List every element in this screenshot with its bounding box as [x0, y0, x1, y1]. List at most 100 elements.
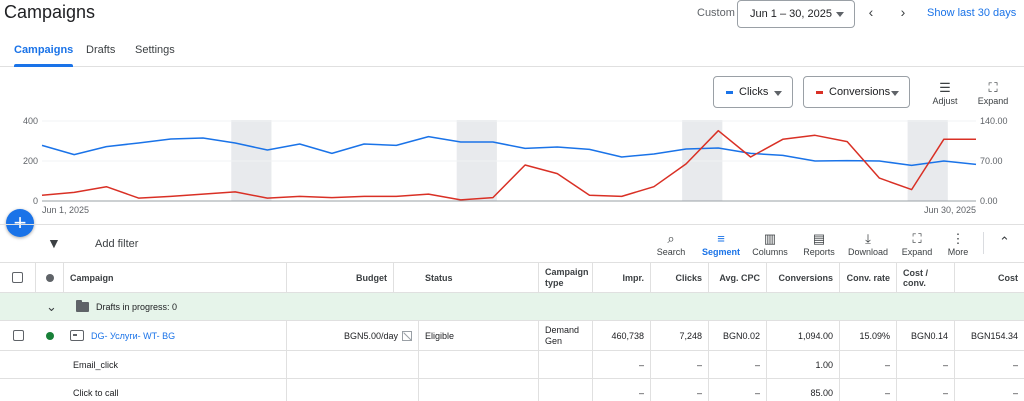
columns-button[interactable]: ▥ Columns — [751, 231, 789, 257]
campaign-type-cell — [539, 351, 593, 378]
segment-icon: ≡ — [717, 231, 725, 246]
conversion-action-name: Click to call — [0, 379, 287, 401]
download-button[interactable]: ⤓ Download — [847, 231, 889, 257]
tune-icon: ☰ — [939, 80, 951, 95]
y-right-tick: 0.00 — [980, 196, 998, 206]
drafts-in-progress-row[interactable]: ⌄ Drafts in progress: 0 — [0, 293, 1024, 321]
download-icon: ⤓ — [865, 231, 871, 246]
columns-label: Columns — [752, 247, 788, 257]
status-cell: Eligible — [419, 321, 539, 350]
chevron-down-icon — [836, 12, 844, 17]
y-right-tick: 70.00 — [980, 156, 1003, 166]
conv-rate-cell: – — [840, 351, 897, 378]
column-header-cost[interactable]: Cost — [998, 272, 1018, 283]
select-all-checkbox[interactable] — [12, 272, 23, 283]
series-line-clicks — [41, 135, 977, 167]
budget-cell: BGN5.00/day — [287, 321, 419, 350]
table-row: Click to call – – – 85.00 – – – — [0, 379, 1024, 401]
clicks-cell: – — [651, 351, 709, 378]
metric-select-clicks-label: Clicks — [739, 86, 769, 98]
clicks-color-swatch — [726, 91, 733, 94]
segment-button[interactable]: ≡ Segment — [701, 231, 741, 257]
adjust-button[interactable]: ☰ Adjust — [929, 80, 961, 106]
expand-table-button[interactable]: ⛶ Expand — [900, 231, 934, 257]
reports-icon: ▤ — [812, 231, 826, 246]
cost-cell: – — [1012, 359, 1018, 370]
chevron-down-icon — [774, 91, 782, 96]
download-label: Download — [847, 247, 889, 257]
folder-icon — [76, 299, 89, 312]
column-header-status[interactable]: Status — [419, 263, 539, 292]
toolbar-divider — [983, 232, 984, 254]
expand-chart-button[interactable]: ⛶ Expand — [976, 80, 1010, 106]
fullscreen-icon: ⛶ — [988, 80, 998, 95]
table-header-row: Campaign Budget Status Campaign type Imp… — [0, 262, 1024, 293]
demand-gen-campaign-icon — [70, 330, 84, 341]
y-left-tick: 0 — [33, 196, 38, 206]
column-header-conv-rate[interactable]: Conv. rate — [840, 263, 897, 292]
column-header-clicks[interactable]: Clicks — [651, 263, 709, 292]
add-campaign-button[interactable]: + — [6, 209, 34, 237]
column-header-conversions[interactable]: Conversions — [767, 263, 840, 292]
show-last-30-days-link[interactable]: Show last 30 days — [927, 7, 1017, 19]
reports-button[interactable]: ▤ Reports — [800, 231, 838, 257]
conversions-cell: 1,094.00 — [767, 321, 840, 350]
more-button[interactable]: ⋮ More — [945, 231, 971, 257]
expand-table-label: Expand — [901, 247, 933, 257]
adjust-label: Adjust — [932, 96, 958, 106]
campaign-name-link[interactable]: DG- Услуги- WT- BG — [91, 330, 176, 341]
columns-icon: ▥ — [763, 231, 777, 246]
conv-rate-cell: 15.09% — [840, 321, 897, 350]
search-button[interactable]: ⌕ Search — [656, 231, 686, 257]
select-all-cell — [0, 263, 36, 292]
metric-select-clicks[interactable]: Clicks — [713, 76, 793, 108]
status-cell — [419, 379, 539, 401]
row-checkbox[interactable] — [12, 330, 24, 341]
x-end-label: Jun 30, 2025 — [924, 205, 976, 215]
date-range-select[interactable]: Jun 1 – 30, 2025 — [737, 0, 855, 28]
conv-rate-cell: – — [840, 379, 897, 401]
table-row: Email_click – – – 1.00 – – – — [0, 351, 1024, 379]
filter-toolbar: ▼ Add filter ⌕ Search ≡ Segment ▥ Column… — [0, 224, 1024, 262]
column-header-avg-cpc[interactable]: Avg. CPC — [709, 263, 767, 292]
clicks-cell: 7,248 — [651, 321, 709, 350]
enabled-status-dot-icon — [46, 331, 54, 340]
tab-campaigns[interactable]: Campaigns — [14, 44, 74, 67]
drafts-label-cell: Drafts in progress: 0 — [70, 293, 370, 320]
budget-value: BGN5.00/day — [343, 330, 398, 341]
next-period-button[interactable]: › — [900, 4, 906, 20]
filter-icon[interactable]: ▼ — [47, 235, 61, 251]
tab-settings[interactable]: Settings — [135, 44, 175, 56]
add-filter-button[interactable]: Add filter — [95, 238, 139, 250]
campaign-name-cell: DG- Услуги- WT- BG — [64, 321, 287, 350]
budget-cell — [287, 351, 419, 378]
conversion-action-name: Email_click — [0, 351, 287, 378]
budget-chart-icon[interactable] — [402, 330, 412, 341]
avg-cpc-cell: BGN0.02 — [709, 321, 767, 350]
previous-period-button[interactable]: ‹ — [868, 4, 874, 20]
more-vert-icon: ⋮ — [951, 231, 965, 246]
campaign-type-cell — [539, 379, 593, 401]
more-label: More — [947, 247, 969, 257]
fullscreen-icon: ⛶ — [912, 231, 922, 246]
performance-chart: 400 200 0 140.00 70.00 0.00 Jun 1, 2025 … — [23, 116, 1008, 215]
conversions-cell: 1.00 — [767, 351, 840, 378]
column-header-campaign-type[interactable]: Campaign type — [539, 263, 593, 292]
chevron-down-icon[interactable]: ⌄ — [46, 298, 57, 314]
column-header-budget[interactable]: Budget — [287, 263, 394, 292]
column-header-campaign[interactable]: Campaign — [64, 263, 287, 292]
y-left-tick: 200 — [23, 156, 38, 166]
column-header-impr[interactable]: Impr. — [593, 263, 651, 292]
cost-per-conv-cell: – — [897, 379, 955, 401]
impr-cell: 460,738 — [593, 321, 651, 350]
status-dot-icon — [45, 273, 54, 282]
collapse-chevron-up-icon[interactable]: ⌃ — [999, 234, 1010, 249]
row-select-cell — [0, 321, 36, 350]
metric-select-conversions[interactable]: Conversions — [803, 76, 910, 108]
conversions-color-swatch — [816, 91, 823, 94]
page-title: Campaigns — [4, 2, 96, 22]
conversions-cell: 85.00 — [767, 379, 840, 401]
tab-drafts[interactable]: Drafts — [86, 44, 116, 56]
column-header-cost-per-conv[interactable]: Cost / conv. — [897, 263, 955, 292]
status-cell — [419, 351, 539, 378]
